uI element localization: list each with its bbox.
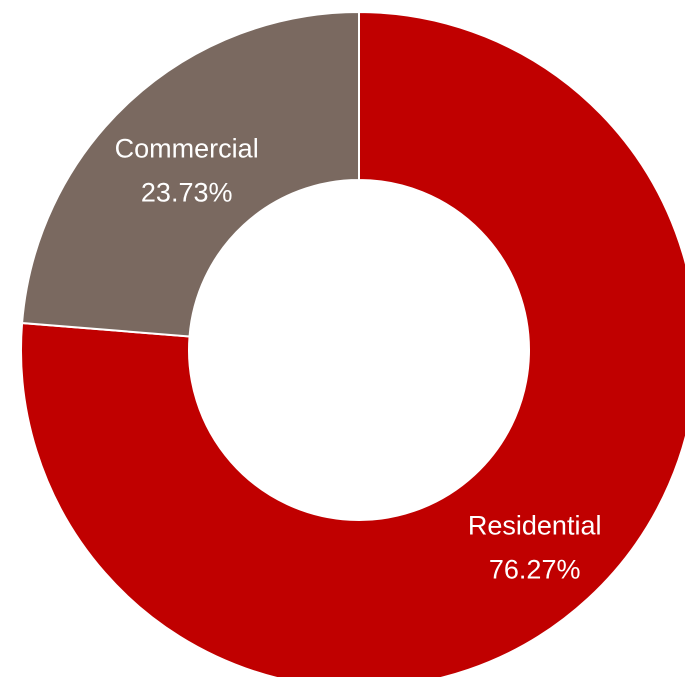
donut-labels: Residential 76.27% Commercial 23.73% xyxy=(115,133,602,584)
slice-residential xyxy=(20,10,685,677)
slice-value-commercial: 23.73% xyxy=(141,177,233,207)
slice-label-commercial: Commercial xyxy=(115,133,259,163)
slice-commercial xyxy=(20,10,360,338)
donut-slices xyxy=(20,10,685,677)
slice-label-residential: Residential xyxy=(468,510,602,540)
slice-value-residential: 76.27% xyxy=(489,554,581,584)
